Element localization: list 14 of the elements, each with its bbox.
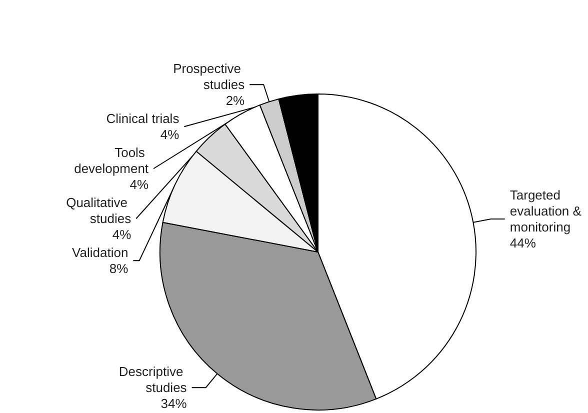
data-label: 44% [510,236,536,251]
slice-label: Tools development [74,145,149,176]
data-label: 4% [160,127,180,142]
slice-label: Descriptive studies [118,364,188,396]
slice-label: Validation [72,245,128,260]
data-label: 8% [109,261,129,276]
data-label: 4% [112,227,132,242]
data-label: 34% [160,396,188,412]
slice-label: Targeted evaluation & monitoring [510,188,586,235]
slice-label: Prospective studies [173,61,246,92]
data-label: 4% [130,177,149,192]
slice-label: Clinical trials [106,111,180,126]
data-label: 2% [226,93,246,108]
slice-label: Qualitative studies [66,195,132,226]
